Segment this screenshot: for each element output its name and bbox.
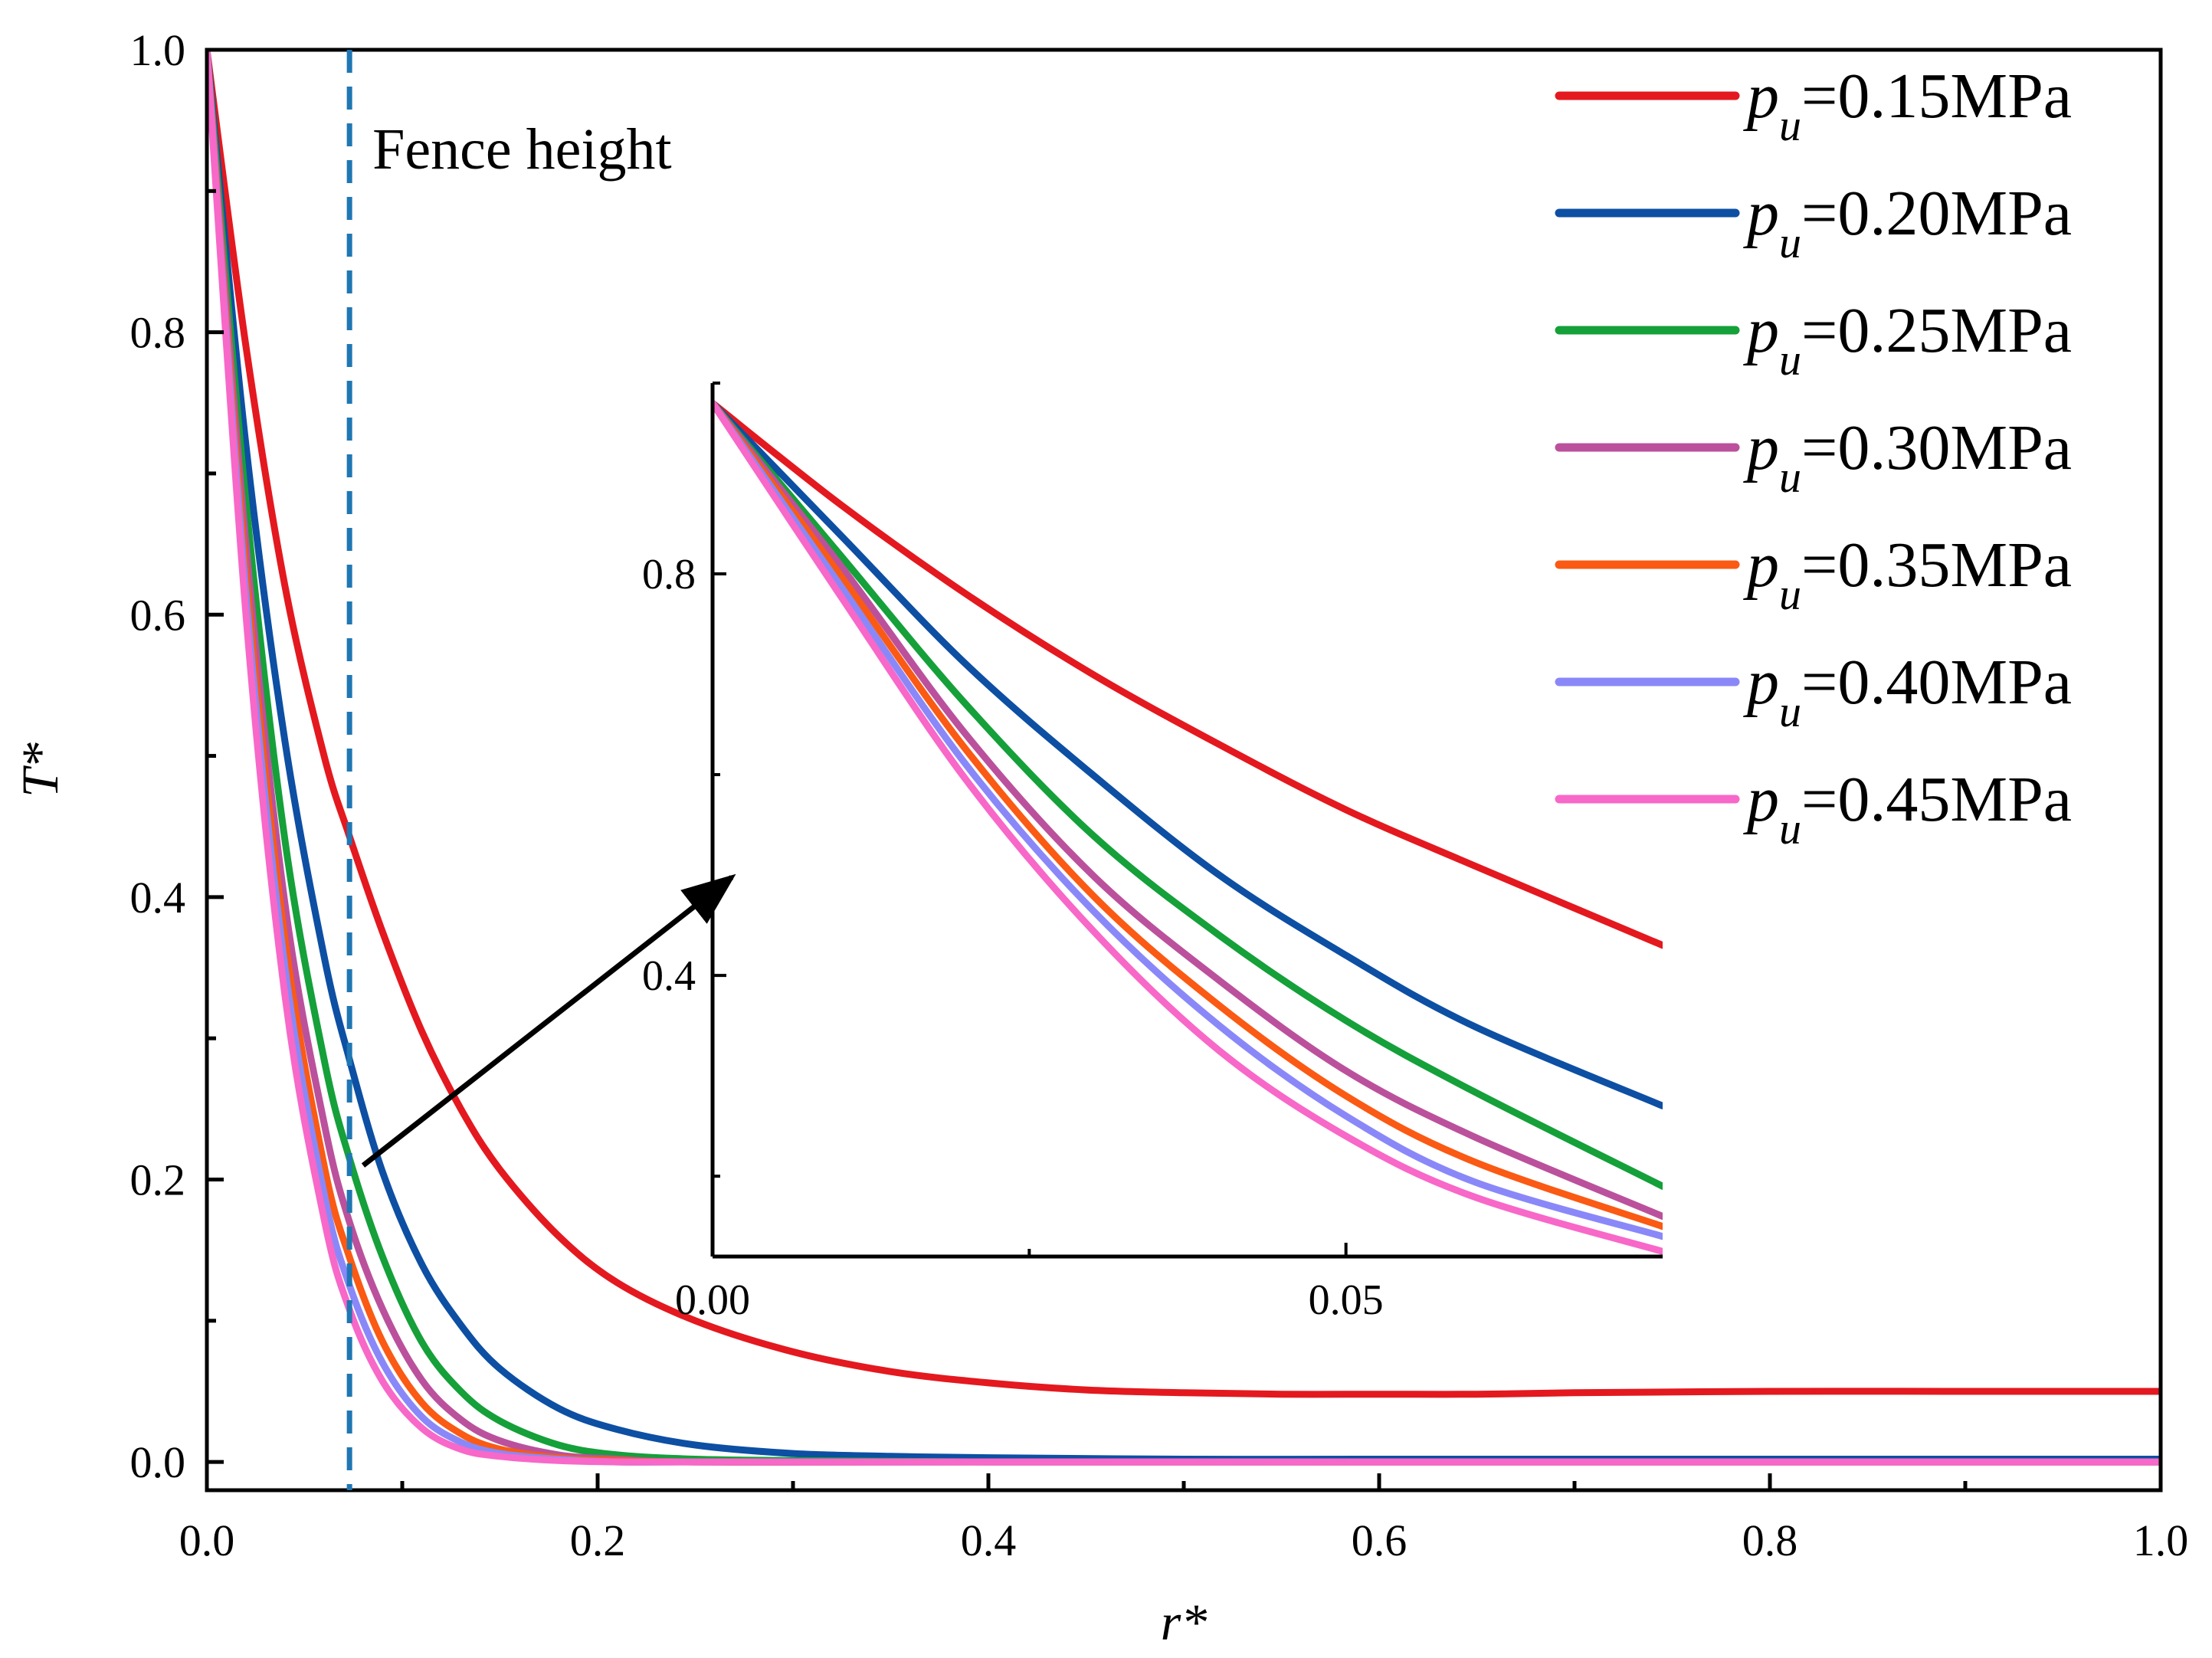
series-line-4 [207, 50, 2161, 1466]
y-tick-label: 0.8 [130, 308, 186, 358]
y-tick-label: 0.6 [130, 590, 186, 640]
legend-value: =0.15MPa [1801, 61, 2072, 132]
legend-subscript: u [1779, 804, 1801, 854]
legend-item: pu=0.35MPa [1555, 529, 2072, 619]
legend-label: pu=0.35MPa [1743, 529, 2072, 619]
legend-symbol: p [1743, 529, 1779, 601]
series-line-1 [207, 50, 2161, 1463]
inset-series-line-3 [713, 399, 1663, 1221]
legend-item: pu=0.15MPa [1555, 61, 2072, 150]
legend-subscript: u [1779, 686, 1801, 736]
legend-label: pu=0.40MPa [1743, 647, 2072, 736]
legend-subscript: u [1779, 218, 1801, 267]
legend-label: pu=0.45MPa [1743, 764, 2072, 854]
inset-y-tick-label: 0.4 [642, 952, 696, 1000]
legend-symbol: p [1743, 295, 1779, 366]
legend-item: pu=0.45MPa [1555, 764, 2072, 854]
legend-label: pu=0.30MPa [1743, 412, 2072, 502]
inset-series-line-4 [713, 399, 1663, 1230]
inset-series-line-5 [713, 399, 1663, 1240]
x-axis-title: r* [1161, 1593, 1207, 1651]
inset-plot: 0.00 0.05 0.4 0.8 [642, 382, 1663, 1324]
fence-height-marker: Fence height [346, 50, 672, 1490]
legend-label: pu=0.15MPa [1743, 61, 2072, 150]
inset-x-tick-label: 0.05 [1309, 1276, 1384, 1324]
legend-symbol: p [1743, 178, 1779, 249]
series-line-2 [207, 50, 2161, 1466]
legend: pu=0.15MPapu=0.20MPapu=0.25MPapu=0.30MPa… [1555, 61, 2072, 854]
legend-item: pu=0.25MPa [1555, 295, 2072, 385]
main-axes: 0.0 0.2 0.4 0.6 0.8 1.0 0.0 0.2 0.4 0.6 0.8 1.0 [130, 25, 2189, 1565]
y-tick-label: 0.4 [130, 873, 186, 922]
x-tick-label: 0.8 [1742, 1515, 1798, 1565]
legend-item: pu=0.30MPa [1555, 412, 2072, 502]
y-axis-title: T* [11, 742, 69, 798]
legend-item: pu=0.40MPa [1555, 647, 2072, 736]
legend-symbol: p [1743, 61, 1779, 132]
inset-series-line-1 [713, 399, 1663, 1109]
zoom-arrow-line [361, 873, 736, 1168]
legend-value: =0.30MPa [1801, 412, 2072, 483]
x-tick-label: 0.0 [179, 1515, 235, 1565]
series-line-6 [207, 50, 2161, 1466]
legend-value: =0.40MPa [1801, 647, 2072, 718]
fence-height-label: Fence height [372, 117, 671, 182]
legend-label: pu=0.20MPa [1743, 178, 2072, 267]
legend-subscript: u [1779, 452, 1801, 502]
series-line-5 [207, 50, 2161, 1466]
legend-value: =0.35MPa [1801, 529, 2072, 601]
inset-series-line-0 [713, 399, 1663, 949]
legend-symbol: p [1743, 647, 1779, 718]
legend-symbol: p [1743, 764, 1779, 835]
main-series-group [207, 50, 2161, 1466]
legend-subscript: u [1779, 569, 1801, 619]
legend-value: =0.25MPa [1801, 295, 2072, 366]
legend-value: =0.45MPa [1801, 764, 2072, 835]
series-line-3 [207, 50, 2161, 1466]
zoom-arrow [361, 873, 736, 1168]
legend-value: =0.20MPa [1801, 178, 2072, 249]
y-tick-label: 0.2 [130, 1155, 186, 1205]
x-tick-label: 0.6 [1352, 1515, 1407, 1565]
y-tick-label: 1.0 [130, 25, 186, 75]
legend-label: pu=0.25MPa [1743, 295, 2072, 385]
legend-symbol: p [1743, 412, 1779, 483]
x-tick-label: 1.0 [2133, 1515, 2189, 1565]
legend-subscript: u [1779, 100, 1801, 150]
inset-series-group [713, 399, 1663, 1255]
inset-x-tick-label: 0.00 [675, 1276, 750, 1324]
x-tick-label: 0.4 [961, 1515, 1017, 1565]
x-tick-label: 0.2 [570, 1515, 626, 1565]
y-tick-label: 0.0 [130, 1437, 186, 1487]
inset-axes: 0.00 0.05 0.4 0.8 [642, 382, 1663, 1324]
inset-series-line-2 [713, 399, 1663, 1190]
series-line-0 [207, 50, 2161, 1398]
legend-item: pu=0.20MPa [1555, 178, 2072, 267]
inset-y-tick-label: 0.8 [642, 551, 696, 598]
inset-series-line-6 [713, 399, 1663, 1255]
legend-subscript: u [1779, 335, 1801, 385]
